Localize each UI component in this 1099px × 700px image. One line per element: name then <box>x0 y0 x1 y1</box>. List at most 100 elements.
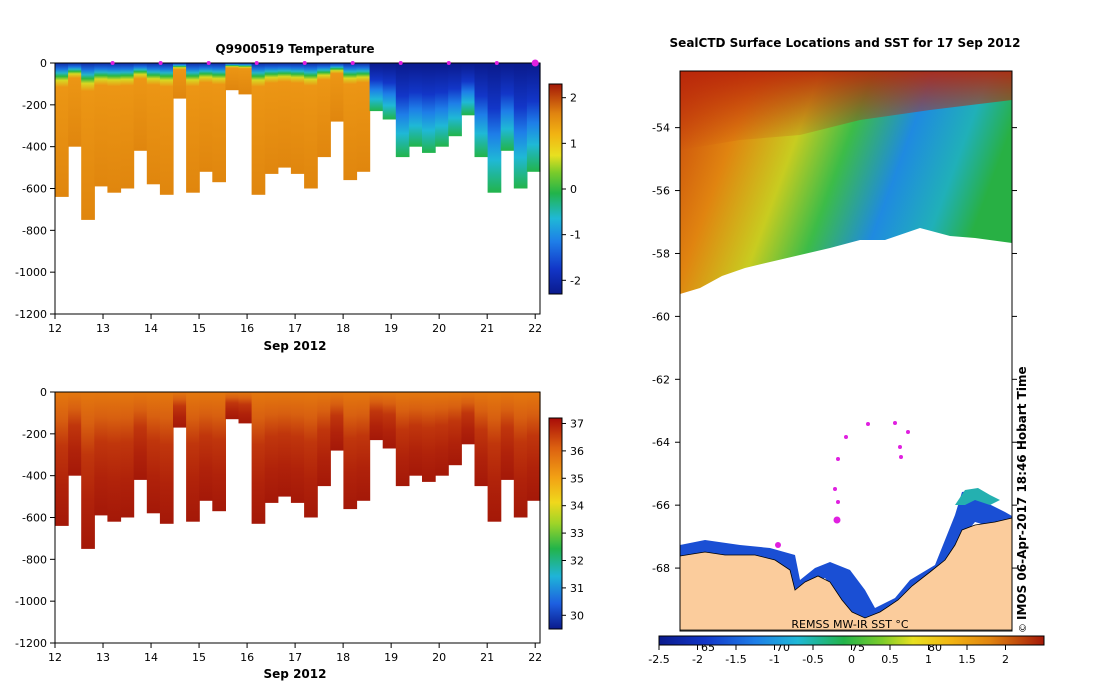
surface-marker <box>302 61 307 65</box>
colorbar-tick-label: 32 <box>570 554 584 567</box>
colorbar-tick-label: 34 <box>570 500 584 513</box>
profile-column <box>146 63 161 185</box>
profile-column <box>369 392 384 441</box>
temperature-panel: Q9900519 Temperature 0 -200 -400 -600 -800 -1… <box>15 42 581 353</box>
profile-column <box>435 392 449 476</box>
sst-colorbar <box>658 635 1045 646</box>
profile-column <box>317 63 331 158</box>
x-tick-label: 18 <box>336 651 350 664</box>
profile-column <box>251 63 266 195</box>
surface-marker <box>398 61 403 65</box>
surface-marker <box>446 61 451 65</box>
profile-column <box>382 392 397 449</box>
map-colorbar-label: REMSS MW-IR SST °C <box>791 618 909 631</box>
profile-column <box>238 63 253 95</box>
profile-column <box>212 392 226 512</box>
y-tick-label: -1000 <box>15 266 47 279</box>
profile-column <box>304 63 318 189</box>
x-tick-label: 12 <box>48 322 62 335</box>
profile-column <box>395 63 410 158</box>
y-tick-label: -600 <box>22 183 47 196</box>
profile-column <box>526 63 541 172</box>
profile-column <box>461 63 476 116</box>
profile-column <box>173 63 187 99</box>
y-tick-label: 0 <box>40 57 47 70</box>
x-tick-label: 19 <box>384 651 398 664</box>
surface-marker <box>158 61 163 65</box>
profile-column <box>304 392 318 518</box>
profile-column <box>55 63 69 197</box>
lat-tick-label: -54 <box>652 122 670 135</box>
seal-location <box>836 457 840 461</box>
temperature-title: Q9900519 Temperature <box>215 42 374 56</box>
colorbar-tick-label: 35 <box>570 472 584 485</box>
imos-timestamp: IMOS 06-Apr-2017 18:46 Hobart Time <box>1015 366 1029 620</box>
map-frame <box>679 70 1013 632</box>
salinity-panel: 0 -200 -400 -600 -800 -1000 -1200 12 13 14 15 16 17… <box>15 386 584 681</box>
profile-column <box>120 63 135 189</box>
y-tick-label: -400 <box>22 141 47 154</box>
y-tick-label: -400 <box>22 470 47 483</box>
x-tick-label: 12 <box>48 651 62 664</box>
profile-column <box>94 392 108 516</box>
x-tick-label: 15 <box>192 322 206 335</box>
profile-column <box>173 392 187 428</box>
profile-column <box>238 392 253 424</box>
profile-column <box>369 63 384 112</box>
temperature-colorbar-ticks: 2 1 0 -1 -2 <box>562 92 581 287</box>
salinity-colorbar-ticks: 37 36 35 34 33 32 31 30 <box>562 417 584 622</box>
profile-column <box>186 392 200 522</box>
profile-column <box>487 63 502 193</box>
profile-column <box>513 392 528 518</box>
lat-tick-label: -62 <box>652 373 670 386</box>
surface-marker <box>110 61 115 65</box>
x-tick-label: 13 <box>96 651 110 664</box>
sst-colorbar-tick-label: 2 <box>1002 653 1009 666</box>
colorbar-tick-label: 30 <box>570 609 584 622</box>
salinity-colorbar <box>548 417 563 630</box>
x-tick-label: 13 <box>96 322 110 335</box>
seal-location <box>893 421 897 425</box>
y-tick-label: 0 <box>40 386 47 399</box>
profile-column <box>422 63 436 153</box>
warm-water-north <box>680 71 1012 150</box>
x-tick-label: 20 <box>432 651 446 664</box>
profile-column <box>487 392 502 522</box>
sst-colorbar-tick-label: 1 <box>925 653 932 666</box>
seal-location <box>899 455 903 459</box>
profile-column <box>133 63 148 151</box>
sst-colorbar-tick-label: -1 <box>769 653 780 666</box>
copyright-symbol: © <box>1018 623 1029 633</box>
seal-track <box>775 421 910 548</box>
colorbar-tick-label: 33 <box>570 527 584 540</box>
profile-column <box>199 392 213 501</box>
sst-colorbar-tick-label: 0 <box>848 653 855 666</box>
salinity-profiles <box>55 392 541 549</box>
x-tick-label: 22 <box>528 651 542 664</box>
profile-column <box>513 63 528 189</box>
profile-column <box>408 63 423 147</box>
temperature-x-label: Sep 2012 <box>264 339 327 353</box>
lat-tick-label: -64 <box>652 436 670 449</box>
surface-marker <box>206 61 211 65</box>
shelf-water-light <box>955 488 1000 505</box>
y-tick-label: -800 <box>22 553 47 566</box>
x-tick-label: 22 <box>528 322 542 335</box>
profile-column <box>68 392 82 476</box>
y-tick-label: -200 <box>22 428 47 441</box>
y-tick-label: -1000 <box>15 595 47 608</box>
temperature-colorbar <box>548 83 563 295</box>
profile-column <box>94 63 108 187</box>
profile-column <box>120 392 135 518</box>
x-tick-label: 21 <box>480 651 494 664</box>
profile-column <box>81 392 95 549</box>
profile-column <box>133 392 148 480</box>
x-tick-label: 21 <box>480 322 494 335</box>
surface-marker <box>494 61 499 65</box>
y-tick-label: -200 <box>22 99 47 112</box>
temperature-surface-markers <box>110 59 539 67</box>
profile-column <box>474 392 489 487</box>
sst-colorbar-tick-label: -2.5 <box>648 653 669 666</box>
seal-location <box>906 430 910 434</box>
